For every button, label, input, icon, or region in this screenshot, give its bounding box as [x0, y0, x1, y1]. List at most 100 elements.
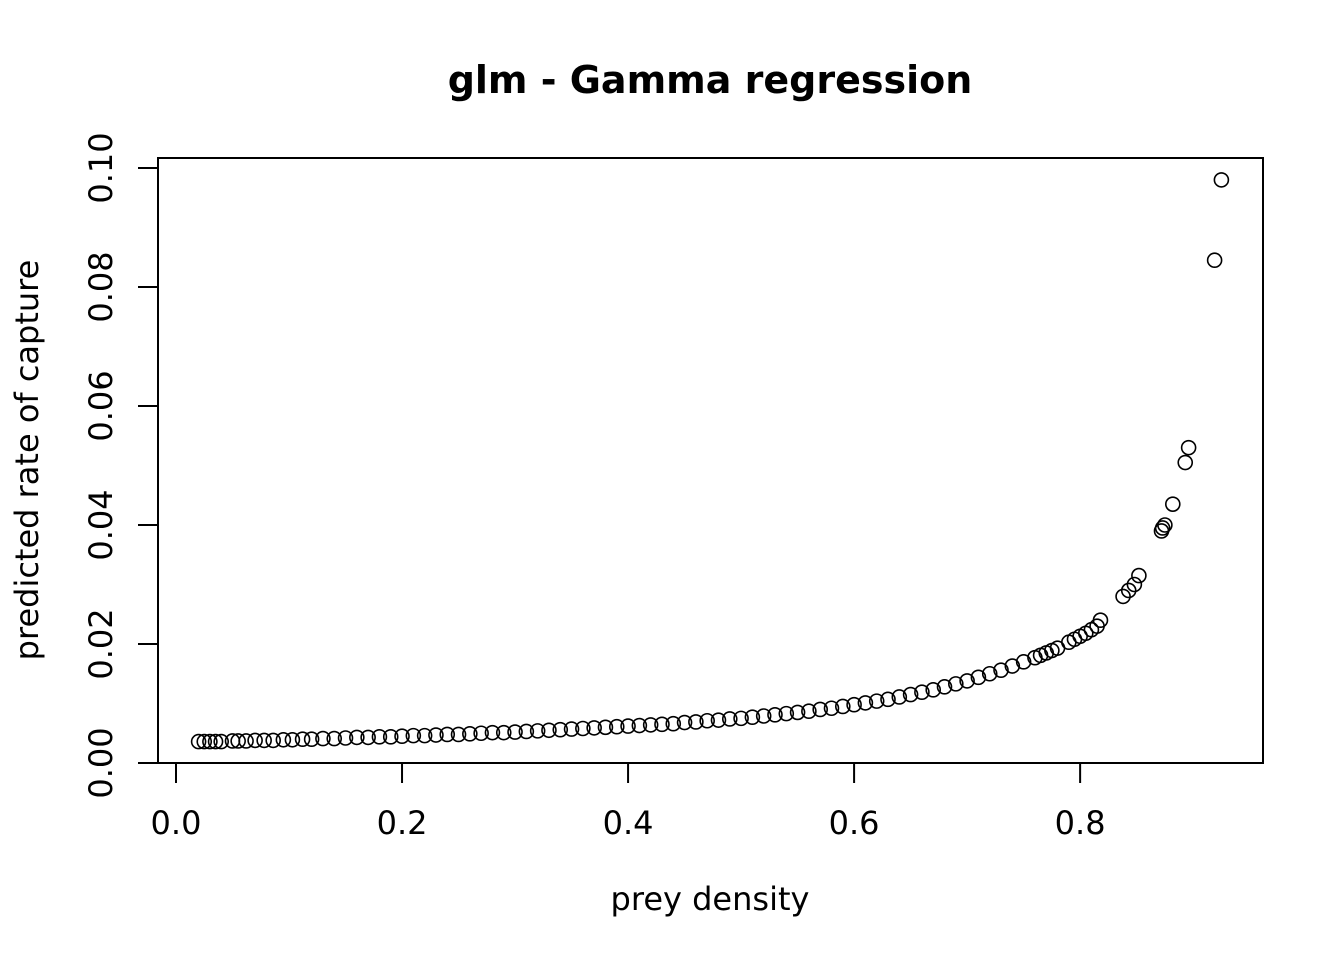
data-point: [1154, 520, 1171, 536]
data-point: [688, 714, 704, 730]
data-point: [529, 723, 546, 739]
x-tick-label: 0.4: [603, 804, 654, 842]
data-point: [337, 730, 354, 746]
y-tick-label: 0.04: [82, 489, 120, 560]
data-point: [1165, 496, 1181, 512]
data-point: [563, 721, 580, 737]
data-point: [789, 704, 806, 721]
data-point: [993, 662, 1009, 678]
data-point: [959, 673, 975, 689]
data-point: [495, 724, 512, 741]
data-point: [230, 733, 246, 749]
data-point: [631, 717, 648, 734]
data-point: [552, 721, 569, 738]
data-point: [710, 712, 727, 728]
data-point: [733, 710, 749, 727]
data-point: [207, 733, 224, 750]
y-tick-label: 0.08: [82, 251, 120, 322]
data-point: [744, 709, 761, 725]
data-point: [394, 728, 410, 745]
data-point: [914, 684, 930, 700]
data-point: [575, 720, 591, 737]
data-point: [416, 727, 433, 744]
data-point: [902, 686, 919, 703]
data-point: [518, 723, 535, 740]
data-point: [608, 718, 625, 735]
data-point: [439, 726, 456, 743]
data-point: [190, 733, 207, 750]
data-point: [371, 729, 388, 745]
data-point: [620, 718, 636, 734]
data-point: [846, 696, 862, 713]
data-point: [428, 727, 444, 743]
y-tick-label: 0.06: [82, 370, 120, 441]
plot-box: [157, 157, 1264, 764]
data-point: [1092, 612, 1109, 629]
data-points: [190, 172, 1230, 750]
data-point: [1213, 172, 1230, 188]
data-point: [405, 727, 422, 744]
data-point: [1180, 439, 1197, 456]
y-axis-label: predicted rate of capture: [8, 260, 46, 661]
data-point: [382, 729, 399, 745]
data-point: [891, 689, 908, 705]
data-point: [801, 703, 817, 720]
data-point: [721, 711, 738, 727]
data-point: [256, 732, 272, 749]
data-point: [541, 722, 557, 739]
data-point: [654, 716, 670, 733]
data-point: [1004, 658, 1021, 674]
data-point: [755, 708, 772, 724]
data-point: [970, 669, 987, 686]
data-point: [1131, 567, 1147, 584]
data-point: [925, 682, 942, 698]
x-tick-label: 0.8: [1055, 804, 1106, 842]
data-point: [597, 719, 614, 736]
data-point: [196, 733, 213, 750]
data-point: [936, 679, 953, 695]
data-point: [213, 733, 230, 750]
y-tick-label: 0.02: [82, 608, 120, 679]
data-point: [450, 726, 467, 743]
data-point: [1126, 576, 1143, 593]
data-point: [349, 729, 365, 746]
data-point: [868, 693, 885, 709]
data-point: [473, 725, 489, 742]
x-tick-label: 0.2: [377, 804, 428, 842]
data-point: [834, 698, 851, 715]
y-tick-label: 0.00: [82, 727, 120, 798]
x-tick-label: 0.6: [829, 804, 880, 842]
data-point: [812, 701, 828, 718]
x-axis: 0.0 0.2 0.4 0.6 0.8: [151, 762, 1106, 842]
data-point: [462, 726, 478, 742]
x-axis-label: prey density: [611, 880, 810, 918]
data-point: [303, 731, 320, 748]
data-point: [484, 724, 501, 741]
data-point: [665, 715, 682, 732]
data-point: [981, 665, 998, 682]
data-point: [294, 731, 311, 748]
data-point: [202, 733, 218, 750]
data-point: [823, 700, 840, 717]
data-point: [315, 730, 331, 747]
data-point: [275, 731, 292, 748]
data-point: [265, 732, 281, 749]
data-point: [1157, 517, 1173, 533]
data-point: [586, 720, 602, 736]
data-point: [767, 707, 783, 723]
data-point: [1115, 588, 1131, 605]
data-point: [1015, 654, 1032, 670]
data-point: [507, 724, 523, 740]
data-point: [284, 731, 301, 748]
data-point: [676, 714, 693, 731]
x-tick-label: 0.0: [151, 804, 202, 842]
data-point: [326, 730, 343, 747]
data-point: [699, 712, 715, 729]
data-point: [1120, 582, 1137, 599]
data-point: [238, 733, 254, 749]
data-point: [778, 705, 795, 722]
data-point: [1177, 454, 1194, 471]
data-point: [642, 717, 659, 733]
data-point: [247, 732, 263, 749]
